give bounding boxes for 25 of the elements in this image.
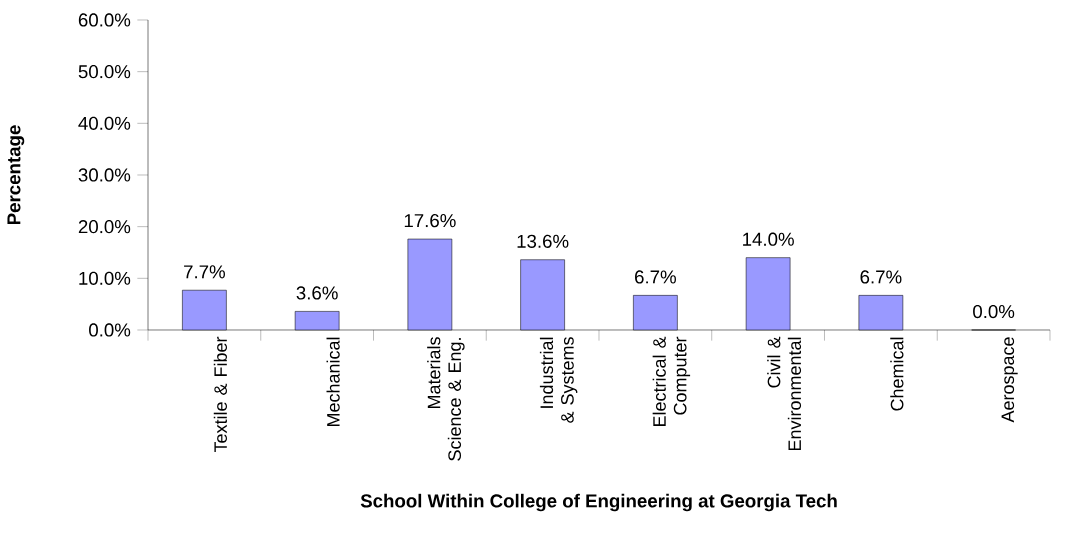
y-axis-title: Percentage	[7, 125, 25, 225]
x-tick-label: Textile & Fiber	[213, 336, 227, 453]
x-tick-label: Electrical & Computer	[652, 336, 691, 427]
data-label: 3.6%	[296, 286, 338, 300]
x-tick-label: Aerospace	[1001, 337, 1018, 423]
x-tick-label: Mechanical	[326, 337, 340, 427]
y-tick-label: 60.0%	[78, 13, 131, 27]
data-label: 6.7%	[860, 270, 902, 284]
data-label: 0.0%	[973, 304, 1015, 319]
data-label: 6.7%	[635, 270, 676, 284]
data-label: 17.6%	[404, 214, 456, 228]
x-axis-title: School Within College of Engineering at Georgia Tech	[360, 493, 837, 512]
data-label: 13.6%	[517, 234, 569, 248]
y-tick-label: 40.0%	[78, 116, 131, 130]
y-tick-label: 0.0%	[89, 323, 131, 337]
x-tick-label: Civil & Environmental	[767, 336, 802, 451]
data-label: 7.7%	[184, 265, 225, 279]
x-tick-label: Industrial & Systems	[539, 337, 578, 423]
y-tick-label: 20.0%	[78, 220, 131, 234]
x-tick-label: Chemical	[890, 337, 904, 411]
y-tick-label: 30.0%	[78, 168, 131, 182]
data-label: 14.0%	[743, 232, 794, 246]
y-tick-label: 50.0%	[78, 65, 131, 79]
x-tick-label: Materials Science & Eng.	[427, 337, 465, 461]
y-tick-label: 10.0%	[79, 271, 131, 285]
